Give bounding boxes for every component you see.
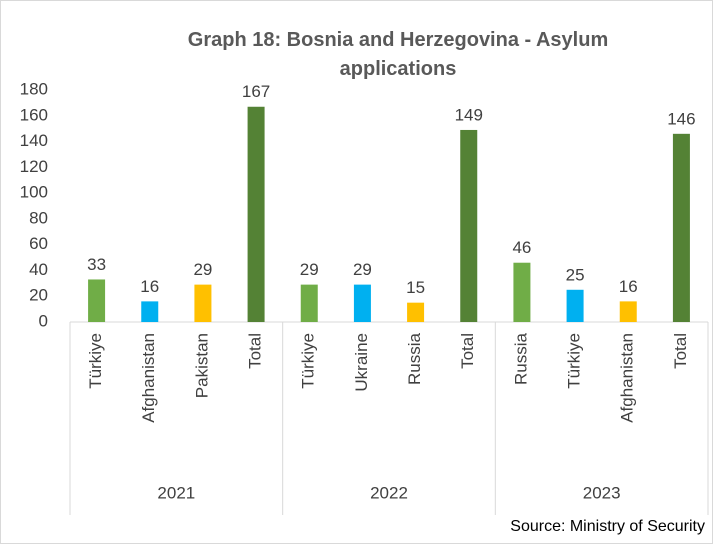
bar <box>88 279 106 322</box>
data-label: 16 <box>619 277 638 296</box>
data-label: 29 <box>300 260 319 279</box>
x-tick-label: Ukraine <box>352 333 371 392</box>
x-tick-label: Russia <box>405 332 424 385</box>
x-tick-label: Türkiye <box>86 333 105 389</box>
group-label: 2021 <box>157 483 195 502</box>
y-tick-label: 80 <box>29 208 48 227</box>
x-tick-label: Afghanistan <box>139 333 158 423</box>
bar <box>566 289 584 322</box>
data-label: 15 <box>406 278 425 297</box>
data-label: 29 <box>193 260 212 279</box>
y-tick-label: 20 <box>29 286 48 305</box>
y-tick-label: 100 <box>20 183 48 202</box>
y-tick-label: 0 <box>39 311 48 330</box>
data-label: 25 <box>566 265 585 284</box>
bar <box>353 284 371 322</box>
x-tick-label: Total <box>671 333 690 369</box>
title-box: Graph 18: Bosnia and Herzegovina - Asylu… <box>187 29 609 80</box>
x-tick-label: Total <box>458 333 477 369</box>
bar <box>513 262 531 322</box>
source-note: Source: Ministry of Security <box>510 518 705 535</box>
bar <box>141 301 159 322</box>
x-tick-label: Afghanistan <box>618 333 637 423</box>
y-tick-label: 160 <box>20 105 48 124</box>
data-label: 29 <box>353 260 372 279</box>
bar <box>300 284 318 322</box>
group-label: 2022 <box>370 483 408 502</box>
data-label: 167 <box>242 82 270 101</box>
x-tick-label: Pakistan <box>192 333 211 398</box>
y-tick-label: 40 <box>29 260 48 279</box>
bar <box>619 301 637 322</box>
chart-title: Graph 18: Bosnia and Herzegovina - Asylu… <box>187 29 609 80</box>
group-label: 2023 <box>583 483 621 502</box>
data-label: 146 <box>667 109 695 128</box>
bar <box>194 284 212 322</box>
bar <box>247 106 265 322</box>
x-tick-label: Total <box>246 333 265 369</box>
bar <box>460 129 478 322</box>
x-tick-label: Türkiye <box>565 333 584 389</box>
bar <box>672 133 690 322</box>
y-tick-label: 140 <box>20 131 48 150</box>
y-tick-label: 120 <box>20 157 48 176</box>
data-label: 46 <box>512 238 531 257</box>
x-tick-label: Russia <box>511 332 530 385</box>
data-label: 33 <box>87 255 106 274</box>
y-tick-label: 180 <box>20 79 48 98</box>
bar <box>407 302 425 322</box>
x-tick-label: Türkiye <box>299 333 318 389</box>
data-label: 149 <box>455 105 483 124</box>
y-tick-label: 60 <box>29 234 48 253</box>
data-label: 16 <box>140 277 159 296</box>
